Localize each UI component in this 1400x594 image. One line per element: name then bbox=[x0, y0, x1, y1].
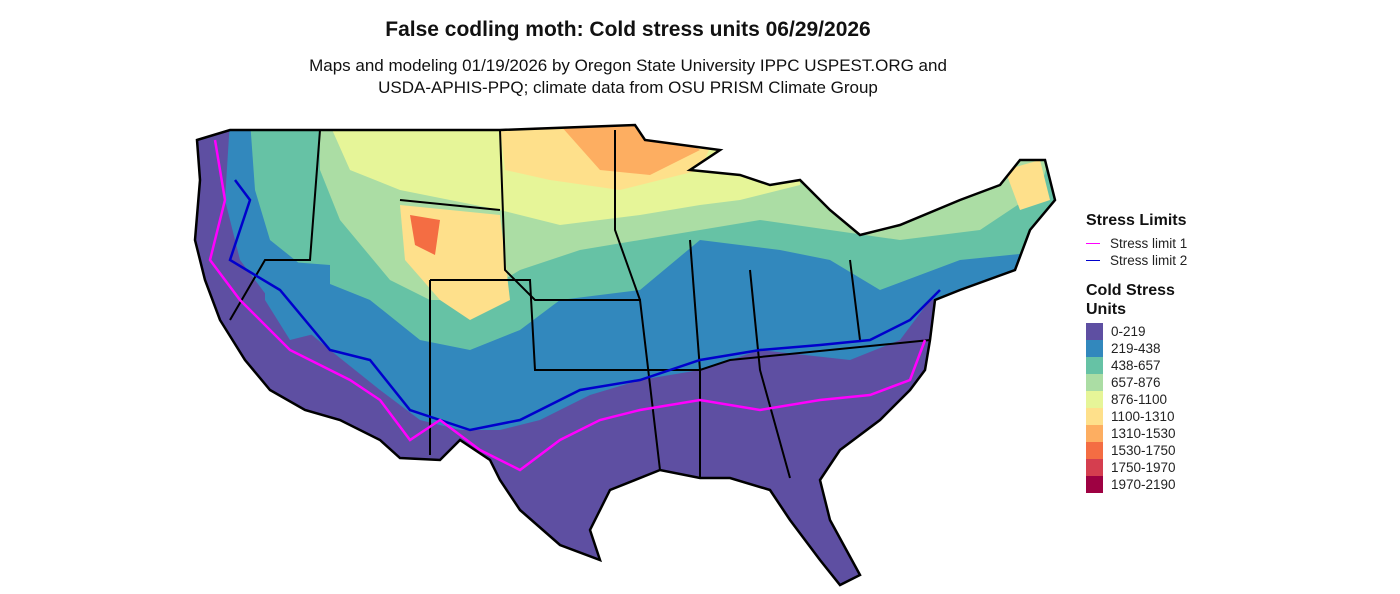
subtitle-line-1: Maps and modeling 01/19/2026 by Oregon S… bbox=[309, 56, 947, 75]
legend-bin: 0-219 bbox=[1086, 323, 1187, 340]
band-orange-rockies bbox=[410, 215, 440, 255]
legend-label: Stress limit 1 bbox=[1110, 236, 1188, 251]
bin-label: 438-657 bbox=[1111, 358, 1161, 373]
color-bins: 0-219 219-438 438-657 657-876 876-1100 1100-1… bbox=[1086, 323, 1187, 493]
title-line: Units bbox=[1086, 301, 1126, 318]
subtitle-line-2: USDA-APHIS-PPQ; climate data from OSU PR… bbox=[378, 78, 878, 97]
cold-stress-units-title: Cold Stress Units bbox=[1086, 281, 1187, 319]
state-borders bbox=[229, 129, 931, 479]
color-swatch bbox=[1086, 357, 1103, 374]
legend-bin: 1970-2190 bbox=[1086, 476, 1187, 493]
stress-limit-1-key bbox=[1086, 243, 1100, 244]
bin-label: 1750-1970 bbox=[1111, 460, 1176, 475]
color-swatch bbox=[1086, 408, 1103, 425]
legend-item-stress-limit-2: Stress limit 2 bbox=[1086, 252, 1187, 269]
color-swatch bbox=[1086, 459, 1103, 476]
color-swatch bbox=[1086, 476, 1103, 493]
legend-bin: 1530-1750 bbox=[1086, 442, 1187, 459]
bin-label: 219-438 bbox=[1111, 341, 1161, 356]
stress-limit-2-key bbox=[1086, 260, 1100, 261]
color-swatch bbox=[1086, 442, 1103, 459]
legend-bin: 438-657 bbox=[1086, 357, 1187, 374]
bin-label: 0-219 bbox=[1111, 324, 1146, 339]
band-yellow-ne bbox=[1005, 160, 1050, 210]
band-nevada bbox=[265, 260, 330, 340]
title-line: Cold Stress bbox=[1086, 282, 1175, 299]
legend-bin: 1310-1530 bbox=[1086, 425, 1187, 442]
legend-bin: 1100-1310 bbox=[1086, 408, 1187, 425]
map-title: False codling moth: Cold stress units 06… bbox=[385, 18, 871, 41]
color-swatch bbox=[1086, 374, 1103, 391]
bin-label: 1970-2190 bbox=[1111, 477, 1176, 492]
legend-bin: 657-876 bbox=[1086, 374, 1187, 391]
legend-bin: 876-1100 bbox=[1086, 391, 1187, 408]
bin-label: 1100-1310 bbox=[1111, 409, 1175, 424]
legend-bin: 1750-1970 bbox=[1086, 459, 1187, 476]
bin-label: 1530-1750 bbox=[1111, 443, 1176, 458]
map-subtitle: Maps and modeling 01/19/2026 by Oregon S… bbox=[228, 55, 1028, 99]
stress-limit-2-line bbox=[228, 179, 941, 432]
bin-label: 1310-1530 bbox=[1111, 426, 1176, 441]
color-swatch bbox=[1086, 323, 1103, 340]
stress-limit-1-line bbox=[208, 139, 927, 472]
legend: Stress Limits Stress limit 1 Stress limi… bbox=[1086, 211, 1187, 493]
bin-label: 657-876 bbox=[1111, 375, 1161, 390]
color-swatch bbox=[1086, 391, 1103, 408]
color-swatch bbox=[1086, 425, 1103, 442]
legend-bin: 219-438 bbox=[1086, 340, 1187, 357]
stress-limits-title: Stress Limits bbox=[1086, 212, 1187, 229]
color-swatch bbox=[1086, 340, 1103, 357]
bin-label: 876-1100 bbox=[1111, 392, 1168, 407]
legend-item-stress-limit-1: Stress limit 1 bbox=[1086, 235, 1187, 252]
legend-label: Stress limit 2 bbox=[1110, 253, 1188, 268]
cold-stress-raster bbox=[195, 125, 1055, 585]
